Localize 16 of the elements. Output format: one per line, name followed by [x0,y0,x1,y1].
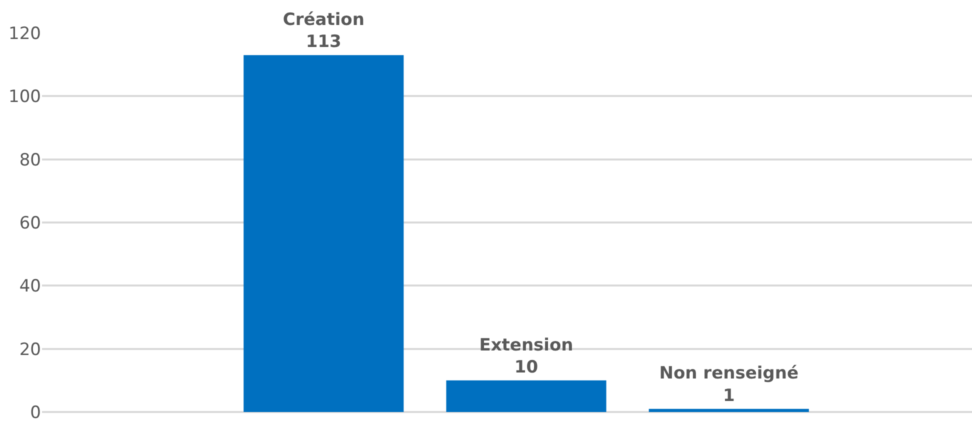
y-tick-label: 20 [19,340,41,360]
data-label: 1 [722,386,735,406]
y-tick-label: 80 [19,150,41,170]
data-label: 10 [514,357,538,378]
bar [244,55,404,412]
bar [648,408,809,412]
x-tick-label: Non renseigné [659,364,798,384]
y-tick-label: 40 [19,276,41,297]
data-label: 113 [306,32,342,52]
x-tick-label: Extension [479,335,574,356]
y-tick-label: 100 [8,87,41,108]
x-tick-label: Création [282,10,364,30]
y-tick-label: 60 [19,213,41,234]
bar [446,380,606,412]
y-tick-label: 0 [30,402,41,423]
y-tick-label: 120 [8,24,41,44]
